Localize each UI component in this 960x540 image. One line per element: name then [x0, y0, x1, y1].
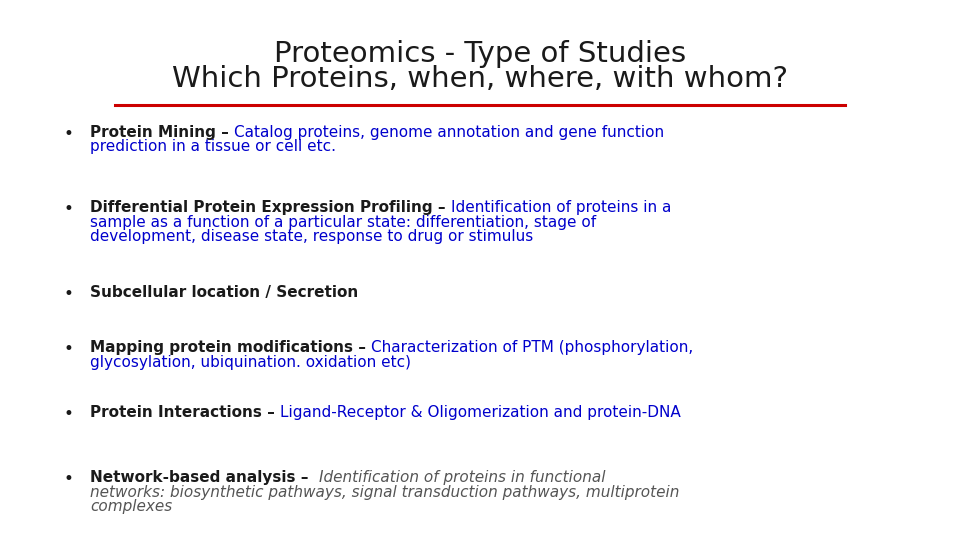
Text: Differential Protein Expression Profiling –: Differential Protein Expression Profilin…	[90, 200, 451, 215]
Text: •: •	[63, 285, 73, 303]
Text: Protein Mining –: Protein Mining –	[90, 125, 234, 140]
Text: development, disease state, response to drug or stimulus: development, disease state, response to …	[90, 229, 533, 244]
Text: glycosylation, ubiquination. oxidation etc): glycosylation, ubiquination. oxidation e…	[90, 354, 411, 369]
Text: networks: biosynthetic pathways, signal transduction pathways, multiprotein: networks: biosynthetic pathways, signal …	[90, 484, 680, 500]
Text: Proteomics - Type of Studies: Proteomics - Type of Studies	[274, 40, 686, 68]
Text: prediction in a tissue or cell etc.: prediction in a tissue or cell etc.	[90, 139, 336, 154]
Text: •: •	[63, 125, 73, 143]
Text: Protein Interactions –: Protein Interactions –	[90, 405, 280, 420]
Text: •: •	[63, 470, 73, 488]
Text: Which Proteins, when, where, with whom?: Which Proteins, when, where, with whom?	[172, 65, 788, 93]
Text: Identification of proteins in functional: Identification of proteins in functional	[319, 470, 606, 485]
Text: sample as a function of a particular state: differentiation, stage of: sample as a function of a particular sta…	[90, 214, 596, 230]
Text: Ligand-Receptor & Oligomerization and protein-DNA: Ligand-Receptor & Oligomerization and pr…	[280, 405, 681, 420]
Text: •: •	[63, 340, 73, 358]
Text: •: •	[63, 200, 73, 218]
Text: Characterization of PTM (phosphorylation,: Characterization of PTM (phosphorylation…	[372, 340, 693, 355]
Text: •: •	[63, 405, 73, 423]
Text: Mapping protein modifications –: Mapping protein modifications –	[90, 340, 372, 355]
Text: Identification of proteins in a: Identification of proteins in a	[451, 200, 671, 215]
Text: Catalog proteins, genome annotation and gene function: Catalog proteins, genome annotation and …	[234, 125, 664, 140]
Text: Network-based analysis –: Network-based analysis –	[90, 470, 319, 485]
Text: Subcellular location / Secretion: Subcellular location / Secretion	[90, 285, 358, 300]
Text: complexes: complexes	[90, 499, 172, 514]
